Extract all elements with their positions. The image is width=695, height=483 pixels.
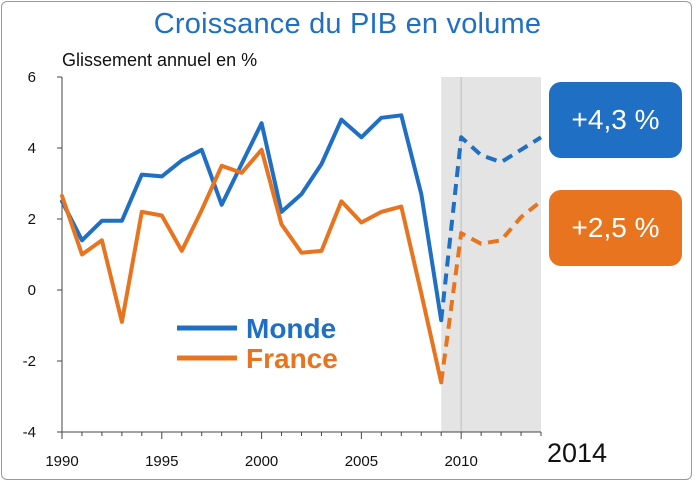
forecast-band [441,77,541,432]
final-year-label: 2014 [547,438,608,468]
x-tick-label: 2000 [245,453,278,470]
series-line-monde [60,113,444,323]
series-forecast-line-france [439,199,543,383]
callout-france-2014: +2,5 % [549,190,682,266]
y-tick-label: 4 [28,140,36,157]
callout-monde-2014: +4,3 % [549,82,682,158]
y-tick-label: 2 [28,211,36,228]
chart-title: Croissance du PIB en volume [153,8,542,40]
series-forecast-line-monde [439,135,543,321]
x-tick-label: 1990 [45,453,78,470]
x-tick-label: 2010 [444,453,477,470]
y-tick-label: 0 [28,282,36,299]
legend-label-france: France [246,343,338,374]
series-line-france [60,147,444,385]
x-tick-label: 2005 [345,453,378,470]
y-tick-label: -2 [23,353,36,370]
legend-label-monde: Monde [246,313,336,344]
y-tick-label: -4 [23,424,36,441]
x-tick-label: 1995 [145,453,178,470]
y-axis-unit-label: Glissement annuel en % [62,50,258,70]
y-tick-label: 6 [28,69,36,86]
